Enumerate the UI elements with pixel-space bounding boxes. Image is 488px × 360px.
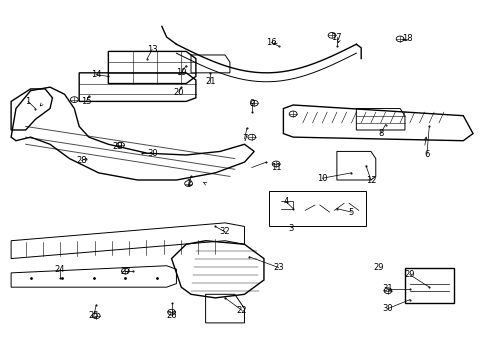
Text: 14: 14 [91, 70, 101, 79]
Text: 10: 10 [316, 174, 327, 183]
Text: 15: 15 [81, 97, 92, 106]
Text: 28: 28 [76, 156, 87, 165]
Text: 29: 29 [113, 141, 123, 150]
Text: 27: 27 [120, 267, 130, 276]
Text: 30: 30 [382, 304, 392, 313]
Text: 24: 24 [54, 265, 65, 274]
Text: 21: 21 [205, 77, 215, 86]
Text: 8: 8 [377, 129, 383, 138]
Text: 9: 9 [249, 99, 254, 108]
Text: 4: 4 [283, 197, 288, 206]
Text: 26: 26 [166, 311, 177, 320]
Text: 18: 18 [401, 35, 412, 44]
Text: 20: 20 [173, 88, 184, 97]
Text: 19: 19 [176, 68, 186, 77]
Text: 32: 32 [219, 227, 230, 236]
Text: 2: 2 [185, 179, 191, 188]
Text: 17: 17 [331, 33, 342, 42]
Text: 22: 22 [236, 306, 247, 315]
Text: 29: 29 [372, 263, 383, 272]
Text: 12: 12 [365, 176, 375, 185]
Text: 30: 30 [146, 149, 157, 158]
Text: 31: 31 [382, 284, 392, 293]
Text: 7: 7 [242, 134, 246, 143]
Text: 16: 16 [265, 38, 276, 47]
Text: 5: 5 [348, 208, 353, 217]
Text: 13: 13 [146, 45, 157, 54]
Text: 25: 25 [88, 311, 99, 320]
Text: 1: 1 [25, 97, 31, 106]
Text: 3: 3 [287, 224, 293, 233]
Text: 11: 11 [270, 163, 281, 172]
Text: 29: 29 [404, 270, 414, 279]
Text: 6: 6 [423, 150, 428, 159]
Text: 23: 23 [273, 263, 283, 272]
